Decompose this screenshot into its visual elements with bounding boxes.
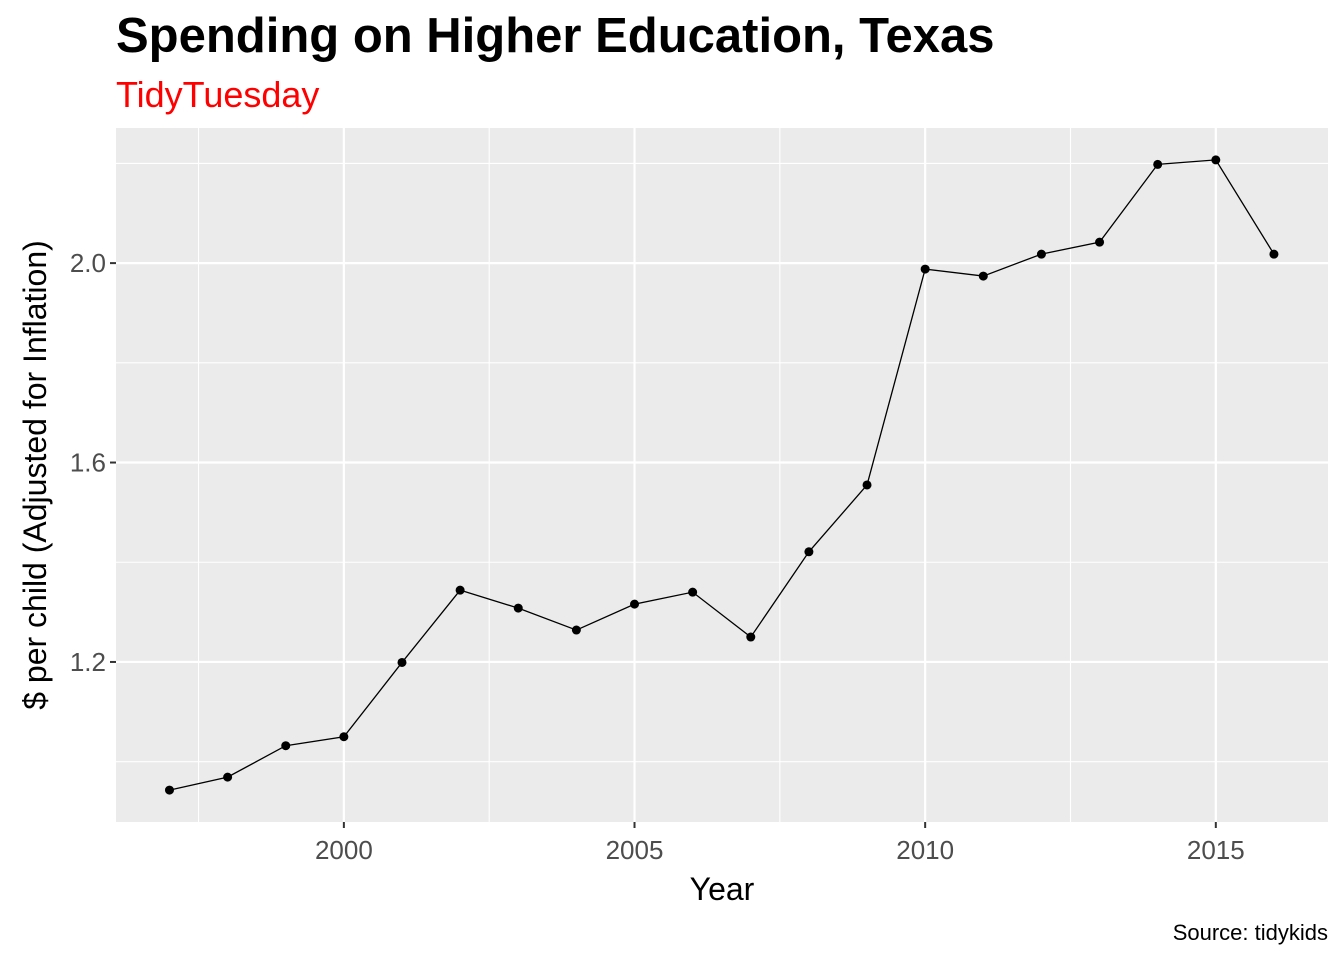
y-tick-label: 2.0 bbox=[70, 248, 106, 278]
data-point-2011 bbox=[978, 271, 988, 281]
y-axis-title: $ per child (Adjusted for Inflation) bbox=[17, 240, 53, 710]
data-point-2003 bbox=[513, 603, 523, 613]
data-point-2006 bbox=[688, 587, 698, 597]
data-point-2009 bbox=[862, 480, 872, 490]
data-point-2014 bbox=[1153, 159, 1163, 169]
data-point-2005 bbox=[630, 599, 640, 609]
x-tick-label: 2010 bbox=[896, 835, 954, 865]
data-point-2008 bbox=[804, 547, 814, 557]
chart-caption: Source: tidykids bbox=[1172, 920, 1328, 945]
data-point-2000 bbox=[339, 732, 349, 742]
plot-panel bbox=[116, 128, 1328, 822]
x-tick-label: 2005 bbox=[606, 835, 664, 865]
data-point-2016 bbox=[1269, 249, 1279, 259]
data-point-1997 bbox=[164, 785, 174, 795]
data-point-2007 bbox=[746, 632, 756, 642]
y-tick-label: 1.6 bbox=[70, 448, 106, 478]
data-point-2010 bbox=[920, 264, 930, 274]
data-point-2002 bbox=[455, 585, 465, 595]
chart-subtitle: TidyTuesday bbox=[116, 74, 320, 115]
data-point-1999 bbox=[281, 741, 291, 751]
chart-title: Spending on Higher Education, Texas bbox=[116, 9, 995, 63]
x-tick-label: 2000 bbox=[315, 835, 373, 865]
data-point-2012 bbox=[1036, 249, 1046, 259]
x-tick-label: 2015 bbox=[1187, 835, 1245, 865]
y-tick-label: 1.2 bbox=[70, 647, 106, 677]
x-axis-title: Year bbox=[690, 871, 755, 907]
series-line bbox=[169, 159, 1275, 791]
data-point-2013 bbox=[1095, 237, 1105, 247]
data-point-2001 bbox=[397, 657, 407, 667]
data-point-2015 bbox=[1211, 155, 1221, 165]
data-point-1998 bbox=[223, 772, 233, 782]
data-point-2004 bbox=[571, 625, 581, 635]
